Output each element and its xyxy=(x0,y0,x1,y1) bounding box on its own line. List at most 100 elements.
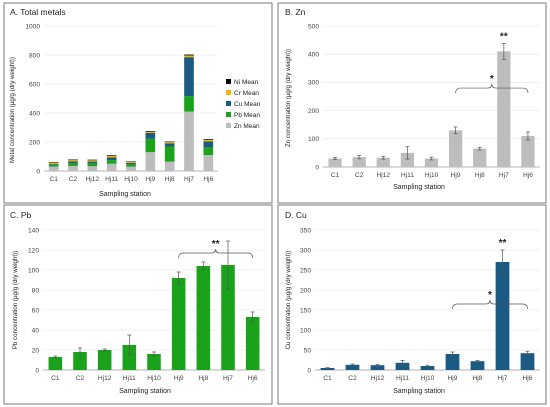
panel-a-x-tick-label: C2 xyxy=(69,176,78,183)
panel-a-legend: Ni Mean Cr Mean Cu Mean Pb Mean Zn Mean xyxy=(226,79,261,130)
panel-a-bar-cr-mean xyxy=(126,161,136,163)
panel-b-y-tick-label: 300 xyxy=(308,80,319,87)
panel-b-bar xyxy=(400,152,415,167)
panel-d-significance-top-label: ** xyxy=(499,238,507,249)
panel-d-bar xyxy=(420,366,435,370)
panel-a: A. Total metals Metal concentration (µg/… xyxy=(3,2,273,204)
panel-c-y-tick-label: 140 xyxy=(28,227,39,234)
panel-c-y-tick-label: 100 xyxy=(28,267,39,274)
panel-a-bar-cu-mean xyxy=(48,164,59,165)
panel-b-x-tick-label: Hj7 xyxy=(499,172,509,179)
panel-d-x-tick-label: Hj10 xyxy=(421,375,435,382)
panel-b-bar xyxy=(376,157,390,167)
panel-b-title: B. Zn xyxy=(285,7,306,17)
panel-a-bar-zn-mean xyxy=(48,166,59,171)
legend-swatch xyxy=(226,123,231,128)
panel-c-y-tick-label: 120 xyxy=(28,247,39,254)
panel-c-bar xyxy=(245,317,260,370)
panel-d-x-tick-label: Hj12 xyxy=(371,375,385,382)
panel-a-bar-ni-mean xyxy=(106,155,117,157)
panel-c-bar xyxy=(147,354,161,370)
legend-label: Cu Mean xyxy=(234,101,261,108)
panel-a-y-tick-label: 0 xyxy=(36,168,40,175)
panel-b-x-tick-label: Hj6 xyxy=(523,172,533,179)
panel-a-frame xyxy=(3,2,273,204)
panel-d-title: D. Cu xyxy=(285,210,307,220)
panel-a-x-tick-label: Hj9 xyxy=(145,176,155,183)
panel-d-y-tick-label: 250 xyxy=(300,267,311,274)
panel-c-x-tick-label: Hj12 xyxy=(98,375,112,382)
panel-c-bar xyxy=(221,265,235,370)
panel-a-bar-ni-mean xyxy=(145,131,156,132)
panel-c-significance-label: ** xyxy=(212,239,220,250)
panel-d-x-tick-label: C1 xyxy=(323,375,332,382)
panel-d-bar xyxy=(320,368,335,370)
panel-d-y-tick-label: 200 xyxy=(300,287,311,294)
panel-a-bar-ni-mean xyxy=(68,159,78,161)
panel-a-bar-ni-mean xyxy=(203,139,214,140)
panel-a-bar-cu-mean xyxy=(68,161,78,164)
panel-c-title: C. Pb xyxy=(10,210,32,220)
panel-a-bar-cu-mean xyxy=(145,133,156,139)
panel-a-bar-cr-mean xyxy=(145,131,156,134)
panel-a-bar-zn-mean xyxy=(87,166,98,171)
panel-a-bar-pb-mean xyxy=(203,147,214,156)
panel-a-bar-pb-mean xyxy=(87,163,98,167)
panel-a-bar-pb-mean xyxy=(164,146,175,162)
panel-d-x-tick-label: C2 xyxy=(348,375,357,382)
panel-a-bar-cr-mean xyxy=(184,55,194,58)
panel-d-bar xyxy=(345,364,360,370)
panel-a-x-tick-label: Hj11 xyxy=(105,176,118,183)
panel-d-bar xyxy=(370,365,385,370)
panel-c-bar xyxy=(122,345,137,370)
panel-a-bar-zn-mean xyxy=(184,111,194,171)
panel-c-y-axis-label: Pb concentration (µg/g (dry weight)) xyxy=(12,251,19,349)
panel-b-x-tick-label: C1 xyxy=(331,172,340,179)
panel-d-significance-bracket xyxy=(452,299,528,310)
panel-a-bar-ni-mean xyxy=(87,159,98,161)
panel-c-y-tick-label: 80 xyxy=(32,287,40,294)
panel-a-bar-cu-mean xyxy=(106,157,117,161)
panel-a-y-tick-label: 600 xyxy=(29,81,40,88)
panel-c-x-tick-label: C1 xyxy=(51,375,60,382)
panel-a-bar-ni-mean xyxy=(48,162,59,163)
panel-d-y-tick-label: 150 xyxy=(300,307,311,314)
panel-a-bar-cr-mean xyxy=(48,162,59,165)
panel-a-bar-zn-mean xyxy=(145,152,156,171)
panel-a-x-tick-label: Hj10 xyxy=(124,176,138,183)
panel-d-bar xyxy=(470,361,485,370)
panel-c-bar xyxy=(171,278,186,370)
panel-b-x-axis-label: Sampling station xyxy=(393,184,445,191)
panel-a-bar-zn-mean xyxy=(68,165,78,171)
panel-a-bar-pb-mean xyxy=(68,163,78,166)
panel-b-significance-top-label: ** xyxy=(500,31,508,42)
panel-b-x-tick-label: C2 xyxy=(355,172,364,179)
panel-a-bar-cr-mean xyxy=(87,160,98,162)
panel-b-y-axis-label: Zn concentration (µg/g (dry weight)) xyxy=(285,49,292,147)
panel-b-y-tick-label: 400 xyxy=(308,52,319,59)
panel-a-x-tick-label: Hj7 xyxy=(184,176,194,183)
panel-c-plot-area: 0 20 40 60 80 100 120 140 C1 C2 Hj12 Hj11 Hj10 Hj9 Hj8… xyxy=(28,227,265,382)
panel-b-bar xyxy=(448,130,463,167)
panel-b-y-tick-label: 100 xyxy=(308,136,319,143)
panel-d: D. Cu Cu concentration (µg/g (dry weight… xyxy=(277,204,547,405)
panel-a-bar-cu-mean xyxy=(164,143,175,147)
panel-b-significance-bracket xyxy=(455,84,529,94)
panel-c-bar xyxy=(97,350,112,370)
legend-swatch xyxy=(226,112,231,117)
panel-b-y-tick-label: 200 xyxy=(308,108,319,115)
panel-b-x-tick-label: Hj8 xyxy=(475,172,485,179)
panel-a-bar-zn-mean xyxy=(203,155,214,171)
panel-d-bar xyxy=(495,262,510,370)
panel-d-y-tick-label: 0 xyxy=(307,367,311,374)
panel-b-x-tick-label: Hj10 xyxy=(425,172,439,179)
panel-a-bar-pb-mean xyxy=(106,160,117,164)
panel-a-x-tick-label: Hj12 xyxy=(86,176,100,183)
panel-a-bar-ni-mean xyxy=(126,161,136,162)
panel-a-bar-ni-mean xyxy=(164,141,175,143)
panel-a-bar-cr-mean xyxy=(106,156,117,158)
panel-a-y-tick-label: 800 xyxy=(29,52,40,59)
panel-a-plot-area: 0 200 400 600 800 1000 C1 C2 Hj12 Hj11 Hj10 Hj9 Hj8 H… xyxy=(25,23,218,183)
panel-a-x-axis-label: Sampling station xyxy=(99,191,151,198)
